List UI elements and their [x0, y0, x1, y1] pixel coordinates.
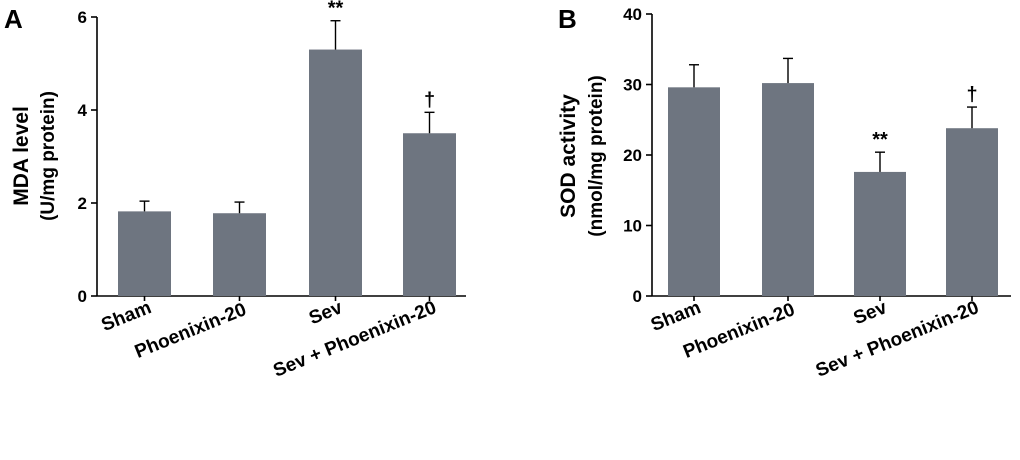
category-label-b-3: Sev + Phoenixin-20	[813, 297, 982, 382]
category-label-b-0: Sham	[648, 297, 704, 336]
significance-mark-b-2: **	[872, 129, 888, 151]
category-label-b-2: Sev	[851, 297, 891, 329]
y-tick-label-b-2: 20	[623, 146, 642, 165]
y-tick-label-b-0: 0	[633, 287, 642, 306]
y-tick-label-b-1: 10	[623, 217, 642, 236]
significance-mark-a-2: **	[328, 0, 344, 20]
bar-b-2	[854, 171, 906, 296]
panel-letter-b: B	[558, 4, 577, 34]
bar-b-0	[668, 87, 720, 296]
y-tick-label-a-0: 0	[78, 287, 87, 306]
bar-a-0	[118, 211, 171, 296]
bar-b-1	[762, 83, 814, 296]
y-axis-unit-b: (nmol/mg protein)	[586, 75, 607, 236]
category-label-a-0: Sham	[99, 297, 155, 336]
bar-a-1	[213, 213, 266, 296]
panel-letter-a: A	[4, 4, 23, 34]
category-label-a-2: Sev	[306, 297, 346, 329]
y-tick-label-a-2: 4	[78, 101, 88, 120]
y-tick-label-a-3: 6	[78, 8, 87, 27]
bar-a-2	[309, 49, 362, 296]
y-axis-label-a: MDA level	[10, 106, 33, 206]
panel-b: B SOD activity (nmol/mg protein) 0 10 20 30 40 S…	[557, 4, 1011, 382]
y-tick-label-a-1: 2	[78, 194, 87, 213]
y-axis-unit-a: (U/mg protein)	[38, 91, 59, 221]
category-label-a-3: Sev + Phoenixin-20	[270, 297, 439, 382]
y-tick-label-b-4: 40	[623, 5, 642, 24]
bar-b-3	[946, 128, 998, 296]
significance-mark-b-3: †	[966, 84, 977, 106]
significance-mark-a-3: †	[424, 89, 435, 111]
y-axis-label-b: SOD activity	[557, 94, 580, 218]
y-tick-label-b-3: 30	[623, 76, 642, 95]
bar-a-3	[403, 133, 456, 296]
